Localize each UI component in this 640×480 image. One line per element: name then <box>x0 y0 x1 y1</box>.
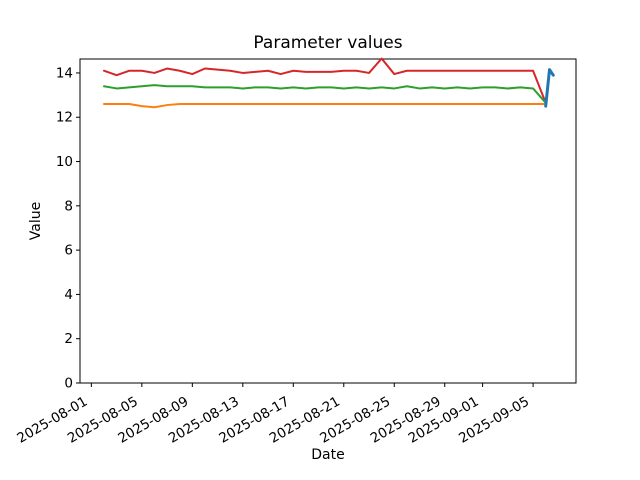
y-tick-label: 10 <box>56 154 73 170</box>
chart-title: Parameter values <box>253 33 403 53</box>
y-tick-label: 0 <box>64 376 73 392</box>
y-tick-label: 8 <box>64 198 73 214</box>
y-tick-label: 12 <box>56 110 73 126</box>
series-line-green <box>102 84 547 104</box>
series-line-orange <box>102 102 547 109</box>
x-axis-label: Date <box>311 447 345 463</box>
y-axis-label: Value <box>28 201 44 241</box>
y-tick-label: 6 <box>64 243 73 259</box>
y-tick-label: 2 <box>64 331 73 347</box>
series-line-red <box>102 57 547 104</box>
y-tick-label: 4 <box>64 287 73 303</box>
plot-border <box>79 58 577 384</box>
series-line-blue <box>544 68 555 108</box>
y-tick-label: 14 <box>56 65 73 81</box>
